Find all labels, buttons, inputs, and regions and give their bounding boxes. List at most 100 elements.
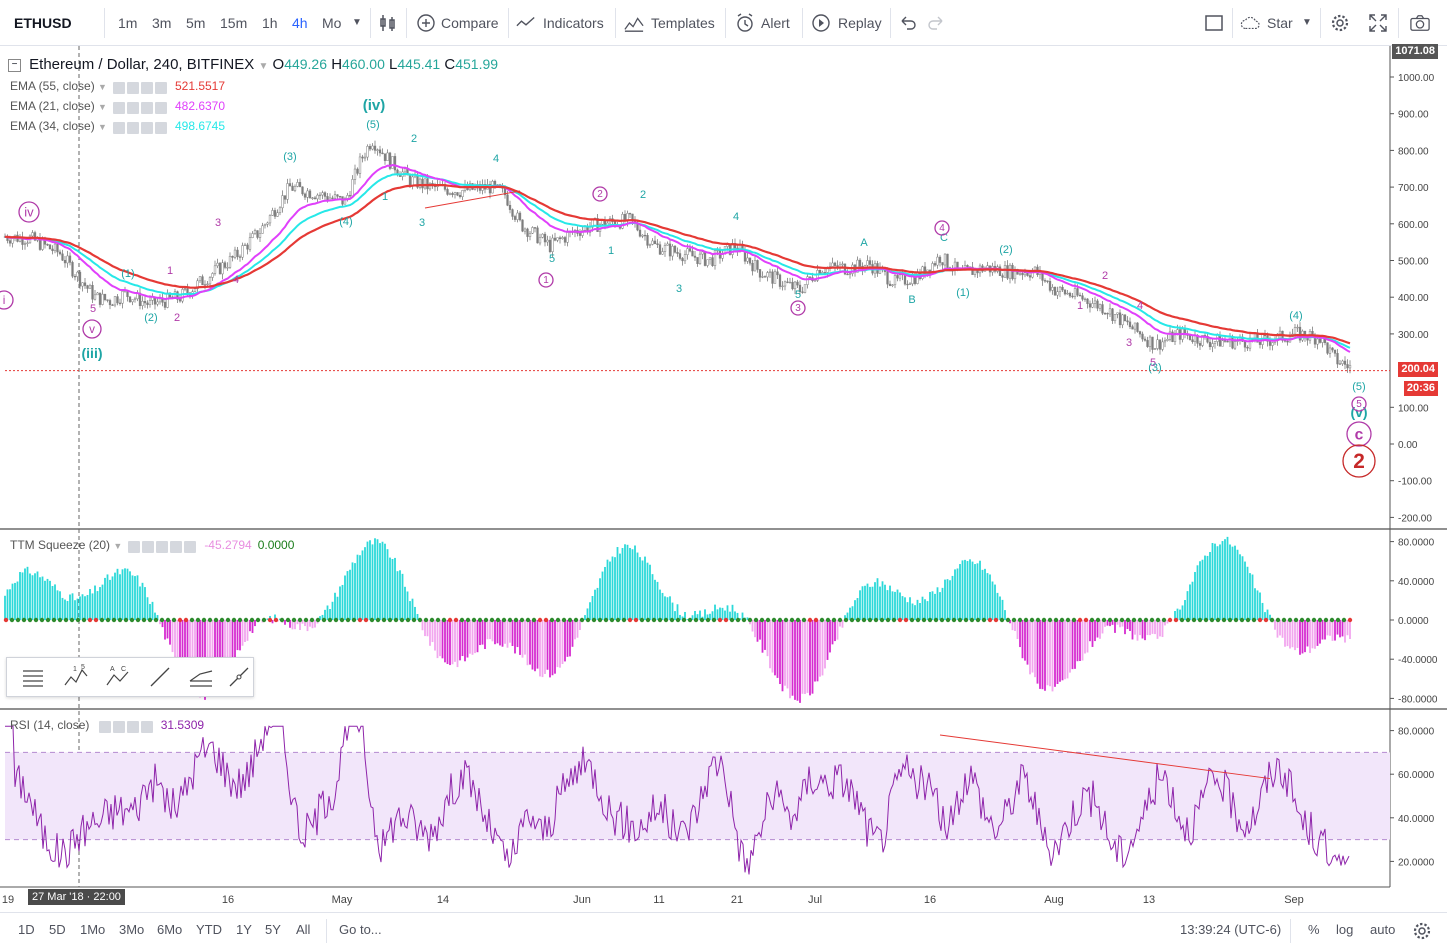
range-6mo[interactable]: 6Mo <box>157 913 182 949</box>
replay-button[interactable]: Replay <box>838 0 882 46</box>
squeeze-dot <box>808 618 812 622</box>
range-1d[interactable]: 1D <box>18 913 35 949</box>
squeeze-bar <box>1299 620 1301 655</box>
interval-dropdown-icon[interactable]: ▼ <box>352 0 362 46</box>
candle-body <box>792 282 794 289</box>
templates-button[interactable]: Templates <box>651 0 715 46</box>
redo-icon[interactable] <box>926 13 946 33</box>
interval-3m[interactable]: 3m <box>152 0 171 46</box>
trend-line-icon[interactable] <box>146 663 174 691</box>
candle-body <box>552 238 554 252</box>
squeeze-bar <box>899 592 901 620</box>
legend-buttons[interactable] <box>113 100 169 114</box>
squeeze-bar <box>394 558 396 620</box>
layout-dropdown-icon[interactable]: ▼ <box>1302 0 1312 46</box>
series-dropdown-icon[interactable]: ▼ <box>258 61 268 72</box>
compare-plus-icon[interactable] <box>416 13 436 33</box>
squeeze-dot <box>1108 618 1112 622</box>
candle-body <box>1272 342 1274 345</box>
candle-body <box>164 302 166 307</box>
squeeze-dot <box>34 618 38 622</box>
candle-body <box>122 291 124 303</box>
chart-canvas[interactable]: 1000.00900.00800.00700.00600.00500.00400… <box>0 46 1447 912</box>
legend-buttons[interactable] <box>113 80 169 94</box>
candle-body <box>24 244 26 245</box>
squeeze-bar <box>439 620 441 656</box>
candles-chart-type-icon[interactable] <box>378 13 398 33</box>
squeeze-bar <box>137 575 139 620</box>
camera-icon[interactable] <box>1410 13 1430 33</box>
expand-icon[interactable] <box>1368 13 1388 33</box>
interval-1h[interactable]: 1h <box>262 0 278 46</box>
squeeze-dot <box>730 618 734 622</box>
log-toggle[interactable]: log <box>1336 913 1353 949</box>
squeeze-bar <box>672 603 674 620</box>
legend-buttons[interactable] <box>99 719 155 733</box>
candle-body <box>367 146 369 157</box>
price-axis-label: -100.00 <box>1398 477 1432 488</box>
wave-circle-label: iv <box>24 205 34 220</box>
ema55-legend[interactable]: EMA (55, close) ▼521.5517 <box>10 79 225 94</box>
squeeze-bar <box>812 620 814 694</box>
squeeze-bar <box>1084 620 1086 653</box>
replay-icon[interactable] <box>811 13 831 33</box>
time-axis-label: Jun <box>573 894 591 906</box>
percent-toggle[interactable]: % <box>1308 913 1320 949</box>
range-ytd[interactable]: YTD <box>196 913 222 949</box>
fullscreen-square-icon[interactable] <box>1204 13 1224 33</box>
alarm-clock-icon[interactable] <box>735 13 755 33</box>
candle-body <box>1247 347 1249 348</box>
range-1mo[interactable]: 1Mo <box>80 913 105 949</box>
ema21-legend[interactable]: EMA (21, close) ▼482.6370 <box>10 99 225 114</box>
rsi-legend[interactable]: RSI (14, close) 31.5309 <box>10 718 204 733</box>
interval-5m[interactable]: 5m <box>186 0 205 46</box>
undo-icon[interactable] <box>898 13 918 33</box>
indicators-button[interactable]: Indicators <box>543 0 604 46</box>
alert-button[interactable]: Alert <box>761 0 790 46</box>
squeeze-dot <box>688 618 692 622</box>
squeeze-bar <box>1192 582 1194 620</box>
chart-settings-gear-icon[interactable] <box>1412 921 1432 941</box>
candle-body <box>759 269 761 277</box>
gear-icon[interactable] <box>1330 13 1350 33</box>
candle-body <box>1337 353 1339 364</box>
range-3mo[interactable]: 3Mo <box>119 913 144 949</box>
candle-body <box>1147 340 1149 346</box>
ema34-legend[interactable]: EMA (34, close) ▼498.6745 <box>10 119 225 134</box>
fib-levels-icon[interactable] <box>19 663 47 691</box>
cloud-icon[interactable] <box>1240 13 1260 33</box>
squeeze-dot <box>1030 618 1034 622</box>
interval-15m[interactable]: 15m <box>220 0 247 46</box>
pitchfork-icon[interactable] <box>187 663 215 691</box>
goto-button[interactable]: Go to... <box>339 913 382 949</box>
range-5y[interactable]: 5Y <box>265 913 281 949</box>
range-5d[interactable]: 5D <box>49 913 66 949</box>
squeeze-dot <box>1156 618 1160 622</box>
collapse-legend-icon[interactable]: − <box>8 59 21 72</box>
ray-icon[interactable] <box>225 663 253 691</box>
range-all[interactable]: All <box>296 913 310 949</box>
indicators-icon[interactable] <box>516 13 536 33</box>
auto-toggle[interactable]: auto <box>1370 913 1395 949</box>
clock-timezone[interactable]: 13:39:24 (UTC-6) <box>1180 913 1281 949</box>
layout-name[interactable]: Star <box>1267 0 1293 46</box>
squeeze-bar <box>1187 591 1189 620</box>
interval-1m[interactable]: 1m <box>118 0 137 46</box>
squeeze-bar <box>1027 620 1029 665</box>
candle-body <box>1142 334 1144 339</box>
squeeze-bar <box>134 576 136 620</box>
interval-month[interactable]: Mo <box>322 0 341 46</box>
range-1y[interactable]: 1Y <box>236 913 252 949</box>
legend-buttons[interactable] <box>128 539 198 553</box>
interval-4h[interactable]: 4h <box>292 0 308 46</box>
squeeze-bar <box>862 586 864 620</box>
squeeze-bar <box>934 594 936 620</box>
symbol-search[interactable]: ETHUSD <box>14 0 72 46</box>
templates-icon[interactable] <box>624 13 644 33</box>
squeeze-bar <box>604 567 606 620</box>
compare-button[interactable]: Compare <box>441 0 499 46</box>
legend-buttons[interactable] <box>113 120 169 134</box>
